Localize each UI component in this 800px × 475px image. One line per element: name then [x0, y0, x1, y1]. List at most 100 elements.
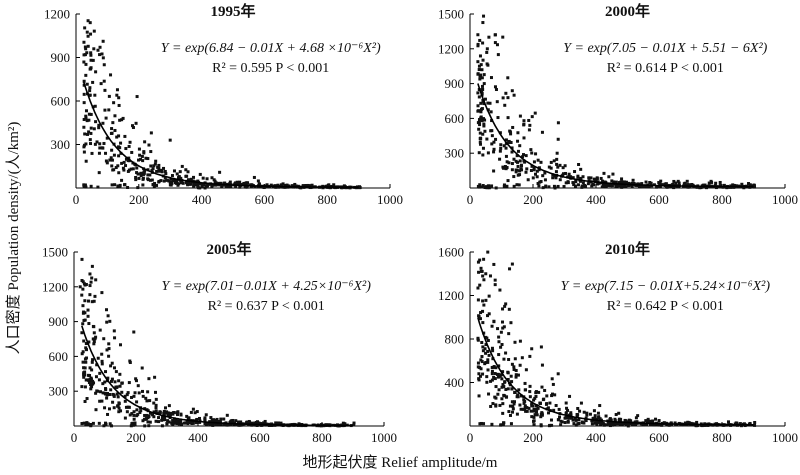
- scatter-point: [501, 423, 505, 427]
- scatter-point: [516, 373, 520, 377]
- scatter-point: [225, 413, 229, 417]
- scatter-point: [125, 393, 129, 397]
- scatter-point: [510, 150, 514, 154]
- scatter-point: [747, 182, 751, 186]
- scatter-point: [514, 368, 518, 372]
- scatter-point: [146, 173, 150, 177]
- scatter-point: [500, 385, 504, 389]
- scatter-point: [549, 166, 553, 170]
- scatter-point: [479, 116, 483, 120]
- scatter-point: [208, 423, 212, 427]
- scatter-point: [609, 420, 613, 424]
- scatter-point: [86, 314, 90, 318]
- scatter-point: [168, 138, 172, 142]
- scatter-point: [506, 76, 510, 80]
- scatter-point: [519, 167, 523, 171]
- scatter-point: [145, 413, 149, 417]
- scatter-point: [134, 377, 138, 381]
- scatter-point: [619, 422, 623, 426]
- scatter-point: [636, 414, 640, 418]
- scatter-point: [511, 410, 515, 414]
- scatter-point: [477, 372, 481, 376]
- scatter-point: [571, 176, 575, 180]
- scatter-point: [187, 181, 191, 185]
- scatter-point: [117, 410, 121, 414]
- scatter-point: [516, 164, 520, 168]
- scatter-point: [115, 392, 119, 396]
- scatter-point: [493, 85, 497, 89]
- scatter-point: [492, 319, 496, 323]
- scatter-point: [113, 336, 117, 340]
- scatter-point: [226, 423, 230, 427]
- scatter-point: [112, 406, 116, 410]
- scatter-point: [310, 183, 314, 187]
- scatter-point: [80, 385, 84, 389]
- scatter-point: [528, 354, 532, 358]
- scatter-point: [92, 331, 96, 335]
- scatter-point: [480, 355, 484, 359]
- scatter-point: [519, 407, 523, 411]
- scatter-point: [87, 340, 91, 344]
- scatter-point: [517, 183, 521, 187]
- scatter-point: [478, 422, 482, 426]
- scatter-point: [153, 390, 157, 394]
- scatter-point: [86, 132, 90, 136]
- scatter-point: [516, 131, 520, 135]
- scatter-point: [198, 186, 202, 190]
- scatter-point: [123, 399, 127, 403]
- scatter-point: [479, 73, 483, 77]
- scatter-point: [582, 410, 586, 414]
- scatter-point: [169, 177, 173, 181]
- scatter-point: [507, 161, 511, 165]
- scatter-point: [576, 183, 580, 187]
- scatter-point: [130, 150, 134, 154]
- scatter-point: [180, 422, 184, 426]
- scatter-point: [512, 367, 516, 371]
- scatter-point: [481, 184, 485, 188]
- scatter-point: [726, 420, 730, 424]
- scatter-point: [92, 381, 96, 385]
- scatter-point: [88, 272, 92, 276]
- x-tick-label: 200: [523, 192, 543, 207]
- regression-equation: Y = exp(7.15 − 0.01X+5.24×10⁻⁶X²): [561, 279, 771, 294]
- scatter-point: [622, 180, 626, 184]
- scatter-point: [265, 183, 269, 187]
- scatter-point: [486, 368, 490, 372]
- scatter-point: [551, 382, 555, 386]
- scatter-point: [644, 180, 648, 184]
- scatter-point: [276, 183, 280, 187]
- scatter-point: [476, 337, 480, 341]
- scatter-point: [485, 375, 489, 379]
- scatter-point: [595, 176, 599, 180]
- scatter-point: [490, 184, 494, 188]
- scatter-point: [482, 278, 486, 282]
- scatter-point: [483, 186, 487, 190]
- scatter-point: [127, 156, 131, 160]
- scatter-point: [104, 392, 108, 396]
- scatter-point: [504, 387, 508, 391]
- scatter-point: [518, 403, 522, 407]
- x-tick-label: 0: [71, 430, 78, 445]
- scatter-point: [88, 89, 92, 93]
- scatter-point: [489, 379, 493, 383]
- scatter-point: [128, 413, 132, 417]
- scatter-point: [132, 394, 136, 398]
- scatter-point: [162, 179, 166, 183]
- scatter-point: [521, 407, 525, 411]
- scatter-point: [564, 401, 568, 405]
- scatter-point: [89, 51, 93, 55]
- regression-stats: R² = 0.614 P < 0.001: [607, 61, 724, 76]
- scatter-point: [532, 398, 536, 402]
- scatter-point: [99, 82, 103, 86]
- scatter-point: [98, 53, 102, 57]
- scatter-point: [95, 363, 99, 367]
- scatter-point: [115, 88, 119, 92]
- scatter-point: [563, 421, 567, 425]
- scatter-point: [533, 172, 537, 176]
- scatter-point: [113, 128, 117, 132]
- scatter-point: [543, 171, 547, 175]
- scatter-point: [477, 185, 481, 189]
- scatter-point: [92, 127, 96, 131]
- scatter-point: [93, 337, 97, 341]
- scatter-point: [82, 310, 86, 314]
